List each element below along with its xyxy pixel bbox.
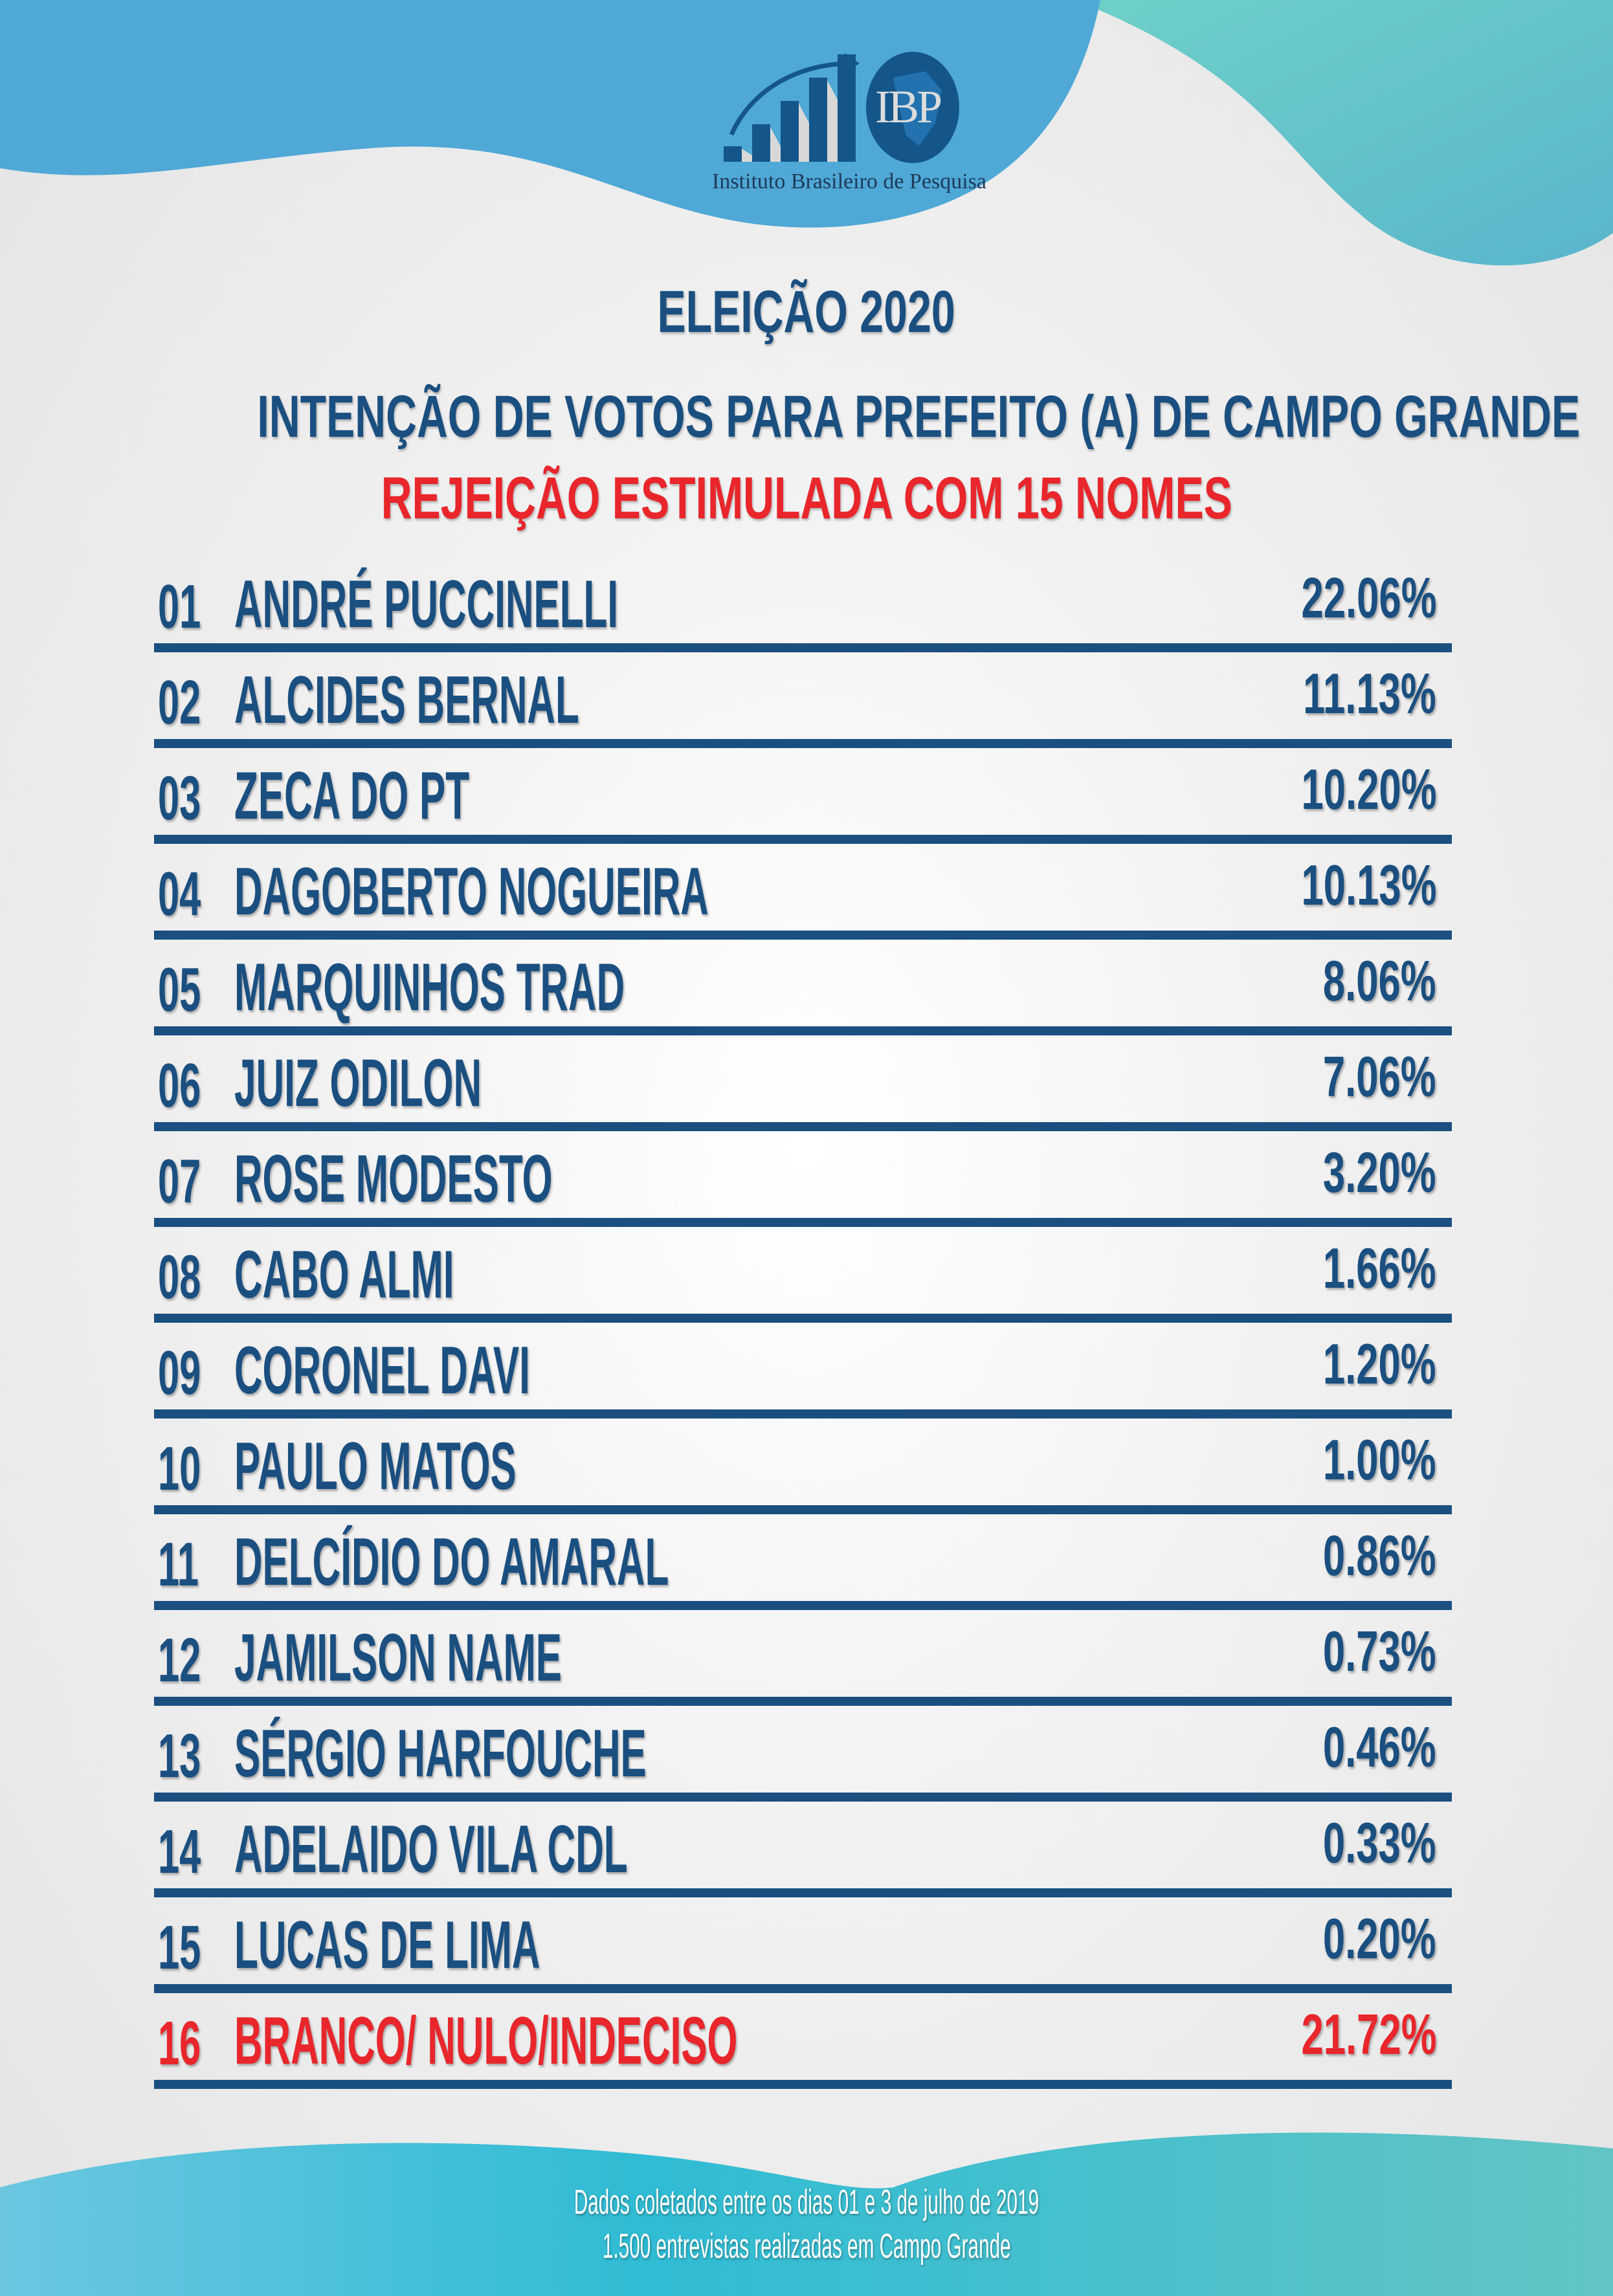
candidate-percentage: 22.06% (1301, 566, 1436, 630)
candidate-row: 12 JAMILSON NAME 0.73% (154, 1610, 1452, 1706)
candidate-number: 04 (158, 859, 201, 929)
candidate-row: 13 SÉRGIO HARFOUCHE 0.46% (154, 1706, 1452, 1802)
candidate-name: ADELAIDO VILA CDL (234, 1812, 628, 1887)
candidate-percentage: 7.06% (1323, 1044, 1436, 1109)
candidate-row: 16 BRANCO/ NULO/INDECISO 21.72% (154, 1993, 1452, 2089)
candidate-number: 15 (158, 1913, 201, 1982)
candidate-name: ANDRÉ PUCCINELLI (234, 567, 619, 642)
candidate-percentage: 0.33% (1323, 1811, 1436, 1875)
candidate-row: 05 MARQUINHOS TRAD 8.06% (154, 940, 1452, 1035)
candidate-percentage: 1.20% (1323, 1332, 1436, 1396)
footer-line-1: Dados coletados entre os dias 01 e 3 de … (573, 2183, 1040, 2222)
row-divider (154, 643, 1452, 652)
candidate-number: 09 (158, 1338, 201, 1407)
candidate-number: 16 (158, 2009, 201, 2078)
row-divider (154, 931, 1452, 940)
row-divider (154, 1984, 1452, 1993)
row-divider (154, 1697, 1452, 1706)
row-divider (154, 739, 1452, 748)
row-divider (154, 1409, 1452, 1418)
row-divider (154, 835, 1452, 844)
candidate-row: 09 CORONEL DAVI 1.20% (154, 1323, 1452, 1418)
footer-line-2: 1.500 entrevistas realizadas em Campo Gr… (602, 2227, 1011, 2266)
logo-letters: IBP (875, 81, 942, 133)
candidate-row: 10 PAULO MATOS 1.00% (154, 1418, 1452, 1514)
candidate-percentage: 10.20% (1301, 757, 1436, 821)
candidate-name: DAGOBERTO NOGUEIRA (234, 854, 709, 929)
candidate-number: 10 (158, 1434, 201, 1503)
candidate-name: JUIZ ODILON (234, 1046, 482, 1121)
candidate-number: 03 (158, 764, 201, 833)
candidate-percentage: 21.72% (1301, 2002, 1436, 2066)
candidate-name: SÉRGIO HARFOUCHE (234, 1716, 647, 1791)
candidate-number: 01 (158, 572, 201, 641)
candidate-number: 14 (158, 1817, 201, 1886)
row-divider (154, 1793, 1452, 1802)
candidate-name: ZECA DO PT (234, 758, 470, 833)
row-divider (154, 1505, 1452, 1514)
candidate-row: 02 ALCIDES BERNAL 11.13% (154, 652, 1452, 748)
candidate-row: 07 ROSE MODESTO 3.20% (154, 1131, 1452, 1227)
candidate-percentage: 0.20% (1323, 1906, 1436, 1970)
candidate-name: BRANCO/ NULO/INDECISO (234, 2003, 738, 2079)
candidate-number: 11 (158, 1530, 199, 1599)
candidate-percentage: 10.13% (1301, 853, 1436, 917)
candidate-percentage: 3.20% (1323, 1140, 1436, 1204)
top-right-wave (1074, 0, 1613, 266)
candidate-percentage: 8.06% (1323, 949, 1436, 1013)
candidate-name: ALCIDES BERNAL (234, 663, 579, 738)
logo-tagline: Instituto Brasileiro de Pesquisa (712, 170, 987, 193)
rejection-heading: REJEIÇÃO ESTIMULADA COM 15 NOMES (381, 465, 1232, 531)
candidate-name: CORONEL DAVI (234, 1333, 530, 1408)
page-subtitle: INTENÇÃO DE VOTOS PARA PREFEITO (A) DE C… (257, 384, 1581, 450)
candidate-row: 08 CABO ALMI 1.66% (154, 1227, 1452, 1323)
candidate-number: 02 (158, 668, 201, 737)
page-title: ELEIÇÃO 2020 (657, 279, 956, 345)
candidate-row: 15 LUCAS DE LIMA 0.20% (154, 1897, 1452, 1993)
candidate-name: CABO ALMI (234, 1237, 454, 1312)
candidate-name: LUCAS DE LIMA (234, 1908, 540, 1983)
candidate-number: 07 (158, 1147, 201, 1216)
row-divider (154, 2080, 1452, 2089)
candidate-row: 04 DAGOBERTO NOGUEIRA 10.13% (154, 844, 1452, 940)
candidate-name: ROSE MODESTO (234, 1142, 553, 1217)
bottom-wave (0, 2132, 1613, 2296)
candidate-number: 08 (158, 1242, 201, 1312)
top-left-wave (0, 0, 1100, 228)
candidate-percentage: 0.73% (1323, 1619, 1436, 1683)
candidate-name: JAMILSON NAME (234, 1620, 562, 1695)
candidate-row: 03 ZECA DO PT 10.20% (154, 748, 1452, 844)
candidate-name: DELCÍDIO DO AMARAL (234, 1525, 669, 1600)
row-divider (154, 1601, 1452, 1610)
candidate-row: 01 ANDRÉ PUCCINELLI 22.06% (154, 557, 1452, 652)
row-divider (154, 1314, 1452, 1323)
candidate-percentage: 11.13% (1303, 661, 1436, 725)
candidate-number: 12 (158, 1626, 201, 1695)
candidate-percentage: 1.00% (1323, 1428, 1436, 1492)
row-divider (154, 1888, 1452, 1897)
row-divider (154, 1026, 1452, 1035)
candidate-name: MARQUINHOS TRAD (234, 950, 625, 1025)
candidate-number: 06 (158, 1051, 201, 1120)
row-divider (154, 1218, 1452, 1227)
candidate-name: PAULO MATOS (234, 1429, 517, 1504)
candidate-row: 14 ADELAIDO VILA CDL 0.33% (154, 1802, 1452, 1897)
candidate-number: 05 (158, 955, 201, 1024)
bar-chart-arrow-icon (724, 52, 959, 163)
candidate-number: 13 (158, 1721, 201, 1791)
candidate-percentage: 0.46% (1323, 1715, 1436, 1779)
row-divider (154, 1122, 1452, 1131)
candidate-percentage: 0.86% (1323, 1523, 1436, 1587)
candidate-row: 11 DELCÍDIO DO AMARAL 0.86% (154, 1514, 1452, 1610)
candidate-row: 06 JUIZ ODILON 7.06% (154, 1035, 1452, 1131)
candidate-percentage: 1.66% (1323, 1236, 1436, 1300)
logo: IBP Instituto Brasileiro de Pesquisa (686, 26, 986, 201)
